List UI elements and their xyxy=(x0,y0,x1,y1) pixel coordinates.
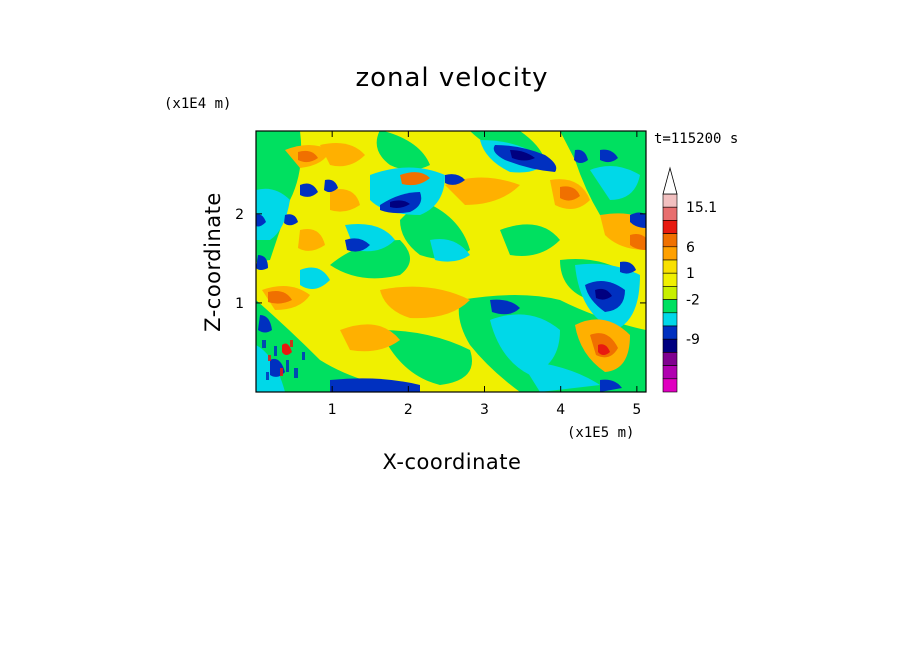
x-units-label: (x1E5 m) xyxy=(567,425,634,441)
x-tick-label: 5 xyxy=(632,402,641,418)
colorbar-swatch xyxy=(662,378,678,393)
colorbar-swatch xyxy=(662,259,678,274)
colorbar-level-label: 6 xyxy=(686,240,695,256)
colorbar-swatch xyxy=(662,272,678,287)
colorbar-swatch xyxy=(662,193,678,208)
x-tick-label: 3 xyxy=(480,402,489,418)
colorbar-swatch xyxy=(662,325,678,340)
y-axis-label: Z-coordinate xyxy=(201,192,225,332)
colorbar-swatch xyxy=(662,352,678,366)
colorbar-swatch xyxy=(662,246,678,261)
colorbar-level-label: -2 xyxy=(686,293,700,309)
x-axis-label: X-coordinate xyxy=(383,450,522,474)
colorbar-level-label: -9 xyxy=(686,332,700,348)
x-tick-label: 2 xyxy=(404,402,413,418)
contour-field xyxy=(256,131,646,392)
colorbar-swatch xyxy=(662,220,678,234)
colorbar-swatch xyxy=(662,286,678,300)
y-tick-label: 1 xyxy=(235,296,244,312)
x-tick-label: 4 xyxy=(556,402,565,418)
colorbar-extend-arrow xyxy=(662,166,678,195)
time-label: t=115200 s xyxy=(654,131,738,147)
left-boundary-noise xyxy=(262,340,305,380)
colorbar-level-label: 15.1 xyxy=(686,200,717,216)
axis-ticks: 1 2 3 4 5 1 2 xyxy=(235,131,646,418)
x-tick-label: 1 xyxy=(328,402,337,418)
colorbar-swatch xyxy=(662,206,678,221)
chart-title: zonal velocity xyxy=(355,63,548,93)
y-units-label: (x1E4 m) xyxy=(164,96,231,112)
colorbar-swatch xyxy=(662,365,678,380)
colorbar-swatch xyxy=(662,299,678,314)
colorbar: 15.1 6 1 -2 -9 xyxy=(662,166,717,393)
colorbar-level-label: 1 xyxy=(686,266,695,282)
colorbar-swatch xyxy=(662,233,678,248)
colorbar-swatch xyxy=(662,338,678,353)
y-tick-label: 2 xyxy=(235,207,244,223)
colorbar-swatch xyxy=(662,312,678,327)
plot-frame xyxy=(255,130,647,393)
